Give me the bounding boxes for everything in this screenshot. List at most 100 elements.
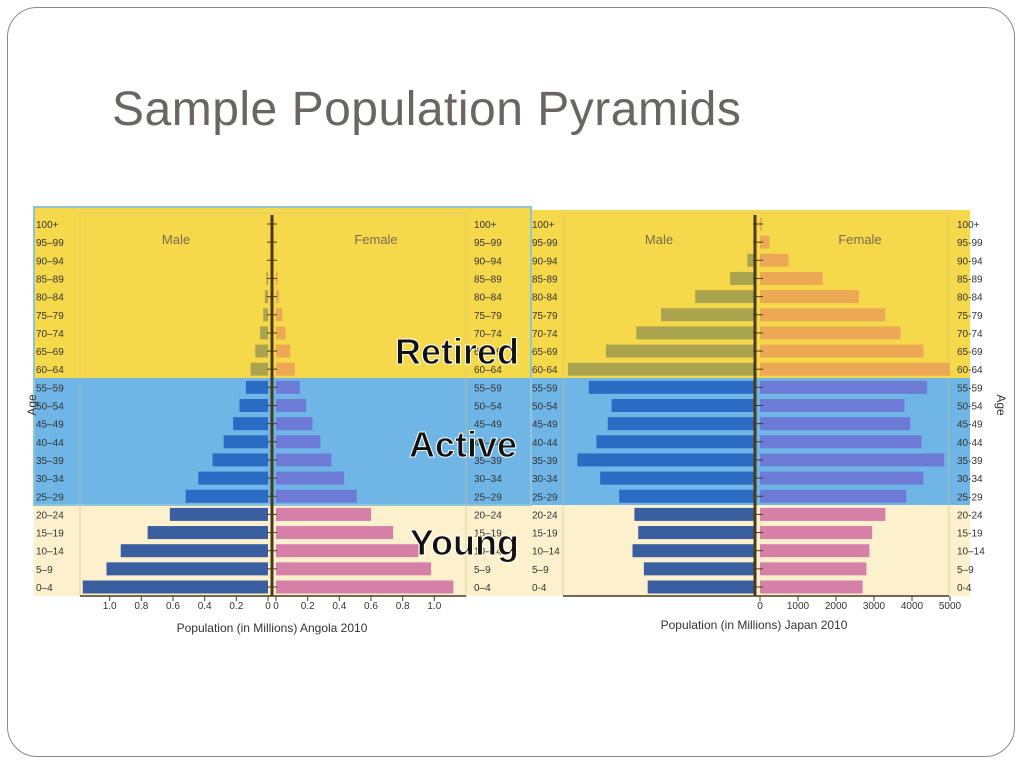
male-bar (233, 417, 268, 431)
male-bar (239, 399, 268, 412)
female-bar (276, 489, 357, 503)
age-label: 40-44 (957, 438, 983, 449)
female-bar (276, 544, 419, 558)
age-label: 65-69 (532, 347, 558, 358)
active-band-label: Active (409, 424, 517, 465)
x-tick-label: 0 (757, 601, 763, 612)
female-bar (276, 399, 307, 412)
male-bar (82, 580, 268, 594)
age-label: 20-24 (957, 510, 983, 521)
male-bar (250, 362, 268, 376)
female-bar (276, 380, 300, 394)
japan-female-label: Female (838, 232, 881, 247)
male-bar (643, 562, 756, 576)
age-label: 50–54 (36, 402, 64, 413)
age-label: 100+ (36, 220, 59, 231)
age-label: 10–14 (474, 547, 502, 558)
female-bar (276, 526, 394, 540)
male-bar (185, 489, 268, 503)
male-bar (730, 271, 756, 285)
age-label: 65–69 (474, 347, 502, 358)
female-bar (760, 308, 886, 322)
age-label: 30-34 (532, 474, 558, 485)
male-bar (212, 453, 268, 467)
age-label: 65–69 (36, 347, 64, 358)
female-bar (276, 417, 313, 431)
angola-x-ticks: 1.0 0.8 0.6 0.4 0.2 0 0 0.2 0.4 0.6 0.8 1.0 (103, 596, 442, 612)
male-bar (747, 253, 756, 267)
male-bar (647, 580, 756, 594)
age-label: 60–64 (474, 365, 502, 376)
age-label: 35–39 (36, 456, 64, 467)
male-bar (607, 417, 756, 431)
male-bar (223, 435, 268, 449)
age-label: 10–14 (957, 547, 985, 558)
female-bar (276, 308, 283, 322)
female-bar (760, 471, 924, 485)
angola-female-label: Female (354, 232, 397, 247)
age-label: 80-84 (532, 293, 558, 304)
male-bar (600, 471, 756, 485)
female-bar (276, 507, 371, 521)
female-bar (760, 380, 928, 394)
age-label: 70–74 (36, 329, 64, 340)
age-label: 25-29 (957, 492, 983, 503)
female-bar (760, 235, 770, 249)
x-tick-label: 0.2 (229, 601, 243, 612)
age-label: 0–4 (474, 583, 491, 594)
age-label: 30–34 (474, 474, 502, 485)
japan-bars (567, 217, 950, 594)
male-bar (245, 380, 268, 394)
age-label: 45-49 (957, 420, 983, 431)
age-label: 90–94 (36, 256, 64, 267)
age-label: 45–49 (36, 420, 64, 431)
age-label: 50-54 (532, 402, 558, 413)
age-label: 55–59 (36, 383, 64, 394)
age-label: 35-39 (957, 456, 983, 467)
female-bar (760, 453, 945, 467)
x-tick-label: 0.4 (332, 601, 346, 612)
female-bar (760, 526, 873, 540)
slide-title: Sample Population Pyramids (112, 83, 742, 136)
female-bar (760, 507, 886, 521)
x-tick-label: 0.8 (134, 601, 148, 612)
age-label: 20–24 (36, 510, 64, 521)
age-label: 20–24 (474, 510, 502, 521)
age-label: 90–94 (474, 256, 502, 267)
age-label: 0–4 (36, 583, 53, 594)
age-label: 70–74 (474, 329, 502, 340)
angola-age-labels: 0–4 0–4 5–9 5–9 10–14 10–14 15–19 15–19 20–24 20–… (36, 220, 502, 594)
female-bar (760, 435, 922, 449)
x-tick-label: 0.4 (198, 601, 212, 612)
x-tick-label: 0.8 (396, 601, 410, 612)
x-tick-label: 5000 (939, 601, 962, 612)
x-tick-label: 0 (273, 601, 279, 612)
female-bar (276, 290, 280, 304)
age-label: 70-74 (957, 329, 983, 340)
female-bar (760, 344, 924, 358)
x-tick-label: 1000 (787, 601, 810, 612)
age-label: 25–29 (36, 492, 64, 503)
age-label: 75–79 (474, 311, 502, 322)
age-label: 5–9 (474, 565, 491, 576)
female-bar (276, 362, 295, 376)
age-label: 45–49 (474, 420, 502, 431)
age-label: 100+ (474, 220, 497, 231)
angola-male-label: Male (162, 232, 190, 247)
age-label: 75-79 (957, 311, 983, 322)
female-bar (760, 362, 950, 376)
young-band-label: Young (410, 522, 519, 563)
age-label: 20-24 (532, 510, 558, 521)
age-label: 55-59 (957, 383, 983, 394)
japan-x-ticks: 0 1000 2000 3000 4000 5000 (757, 596, 962, 612)
age-label: 80-84 (957, 293, 983, 304)
x-tick-label: 0.6 (364, 601, 378, 612)
japan-male-label: Male (645, 232, 673, 247)
x-tick-label: 2000 (825, 601, 848, 612)
age-label: 85-89 (957, 274, 983, 285)
female-bar (276, 471, 345, 485)
age-label: 75-79 (532, 311, 558, 322)
male-bar (638, 526, 756, 540)
age-label: 15–19 (36, 529, 64, 540)
